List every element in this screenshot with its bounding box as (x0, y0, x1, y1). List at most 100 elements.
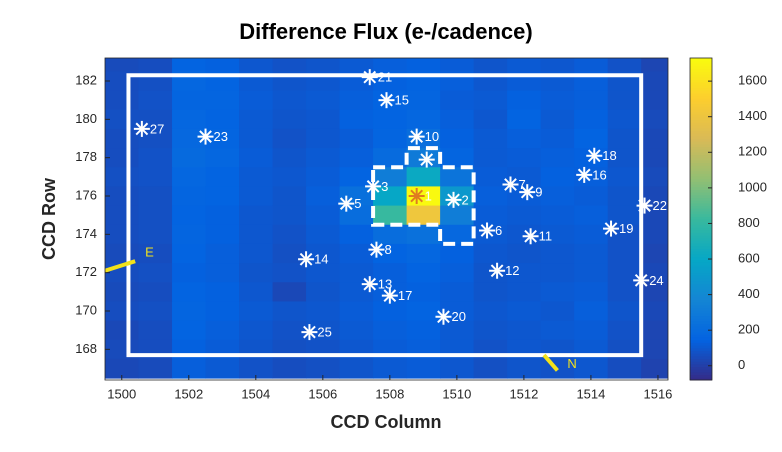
heatmap-cell (138, 205, 173, 226)
star-label: 24 (649, 273, 663, 288)
heatmap-cell (105, 186, 140, 207)
heatmap-cell (105, 109, 140, 130)
heatmap-cell (574, 282, 609, 302)
colorbar-segment (690, 151, 712, 156)
colorbar-segment (690, 162, 712, 166)
star-stroke (299, 252, 313, 266)
heatmap-cell (507, 263, 542, 283)
heatmap-cell (138, 167, 173, 187)
colorbar-segment (690, 173, 712, 177)
colorbar-segment (690, 374, 712, 378)
heatmap-cell (473, 186, 508, 207)
colorbar-segment (690, 294, 712, 298)
heatmap-cell (507, 301, 542, 322)
heatmap-cell (306, 109, 341, 130)
heatmap-cell (339, 128, 374, 149)
heatmap-cell (339, 205, 374, 226)
colorbar-segment (690, 68, 712, 72)
heatmap-cell (205, 205, 240, 226)
heatmap-cell (574, 90, 609, 111)
colorbar-tick-label: 0 (738, 357, 745, 372)
colorbar-segment (690, 66, 712, 70)
heatmap-cell (373, 109, 408, 130)
heatmap-cell (607, 186, 642, 207)
colorbar-segment (690, 170, 712, 174)
heatmap-cell (507, 90, 542, 111)
heatmap-cell (105, 167, 140, 187)
heatmap-cell (641, 339, 668, 360)
heatmap-cell (406, 263, 441, 283)
heatmap-cell (239, 320, 274, 341)
x-axis-label: CCD Column (331, 412, 442, 432)
star-marker (365, 178, 382, 195)
heatmap-cell (239, 224, 274, 245)
heatmap-cell (205, 358, 240, 379)
heatmap-cell (373, 205, 408, 226)
heatmap-cell (339, 358, 374, 379)
colorbar-segment (690, 114, 712, 118)
heatmap-cell (406, 90, 441, 111)
x-tick-label: 1502 (174, 386, 203, 401)
colorbar-segment (690, 200, 712, 204)
heatmap-cell (607, 205, 642, 226)
heatmap-cell (339, 263, 374, 283)
heatmap-cell (507, 167, 542, 187)
heatmap-cell (373, 58, 408, 72)
heatmap-cell (607, 282, 642, 302)
heatmap-cell (272, 320, 307, 341)
heatmap-cell (406, 243, 441, 264)
colorbar-segment (690, 95, 712, 99)
heatmap-cell (272, 58, 307, 72)
star-stroke (410, 189, 424, 203)
heatmap-cell (172, 186, 207, 207)
colorbar-segment (690, 210, 712, 215)
heatmap-cell (138, 90, 173, 111)
colorbar-segment (690, 130, 712, 134)
heatmap-cell (507, 128, 542, 149)
star-stroke (366, 180, 380, 193)
heatmap-cell (440, 128, 475, 149)
heatmap-cell (205, 320, 240, 341)
heatmap-cell (373, 186, 408, 207)
heatmap-cell (272, 243, 307, 264)
heatmap-cell (306, 167, 341, 187)
colorbar-segment (690, 127, 712, 131)
colorbar-segment (690, 342, 712, 346)
heatmap-cell (473, 90, 508, 111)
heatmap-cell (641, 71, 668, 92)
colorbar-segment (690, 337, 712, 341)
colorbar-segment (690, 280, 712, 284)
heatmap-cell (440, 224, 475, 245)
colorbar-segment (690, 135, 712, 139)
star-marker (445, 191, 462, 208)
colorbar-segment (690, 256, 712, 260)
colorbar-segment (690, 60, 712, 64)
y-tick-label: 182 (75, 72, 97, 87)
star-stroke (410, 130, 424, 143)
heatmap-cell (540, 128, 575, 149)
colorbar-segment (690, 237, 712, 241)
colorbar-segment (690, 138, 712, 142)
colorbar-segment (690, 125, 712, 129)
heatmap-cell (306, 282, 341, 302)
heatmap-cell (172, 167, 207, 187)
colorbar-segment (690, 216, 712, 220)
colorbar-segment (690, 79, 712, 83)
heatmap-cell (540, 58, 575, 72)
heatmap-cell (607, 167, 642, 187)
colorbar-segment (690, 245, 712, 250)
heatmap-cell (574, 263, 609, 283)
star-label: 3 (381, 179, 388, 194)
heatmap-cell (440, 90, 475, 111)
compass-label: E (145, 245, 154, 260)
colorbar-segment (690, 76, 712, 80)
heatmap-cell (373, 224, 408, 245)
colorbar-segment (690, 302, 712, 306)
heatmap-cell (574, 243, 609, 264)
heatmap-cell (339, 148, 374, 168)
heatmap-cell (373, 358, 408, 379)
star-stroke (370, 243, 383, 257)
heatmap-cell (440, 320, 475, 341)
heatmap-cell (105, 128, 140, 149)
star-stroke (303, 325, 316, 339)
